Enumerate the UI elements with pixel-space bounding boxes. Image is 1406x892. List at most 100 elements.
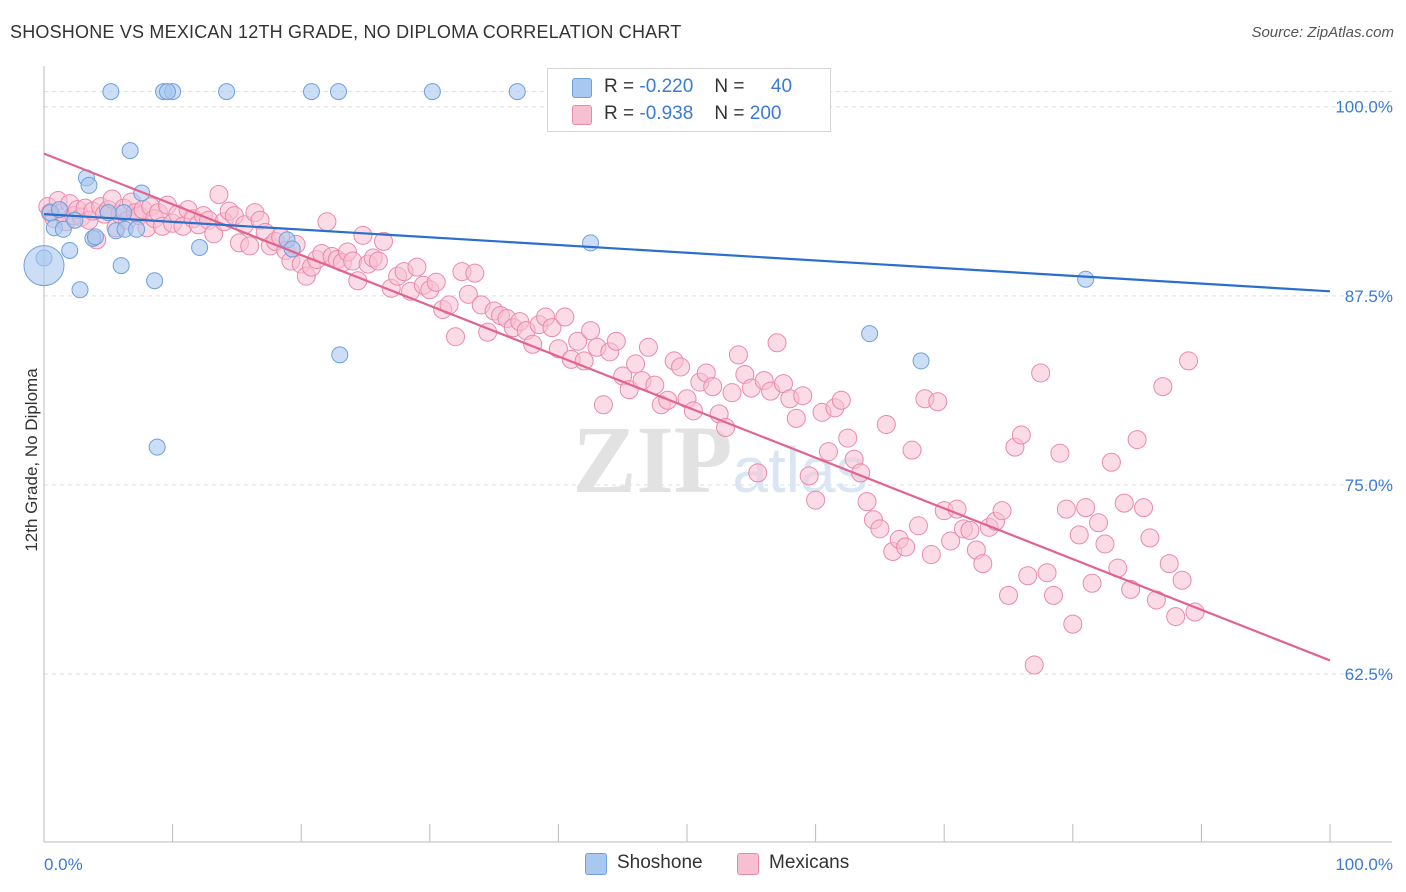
legend-row-text: R = -0.220 N = 40 <box>604 76 792 98</box>
x-tick-label: 100.0% <box>1335 855 1393 874</box>
mexicans-point <box>317 212 337 232</box>
shoshone-point <box>1077 270 1095 288</box>
shoshone-point <box>80 176 98 194</box>
shoshone-point <box>50 201 68 219</box>
mexicans-point <box>1140 528 1160 548</box>
shoshone-point <box>912 352 930 370</box>
mexicans-point <box>1056 499 1076 519</box>
mexicans-point <box>818 442 838 462</box>
mexicans-point <box>240 236 260 256</box>
mexicans-point <box>407 257 427 277</box>
mexicans-point <box>581 321 601 341</box>
shoshone-point <box>508 83 526 101</box>
mexicans-point <box>857 492 877 512</box>
y-axis-label: 12th Grade, No Diploma <box>22 368 41 552</box>
mexicans-point <box>626 354 646 374</box>
y-tick-label: 100.0% <box>1335 98 1393 117</box>
mexicans-point <box>638 337 658 357</box>
y-tick-label: 75.0% <box>1345 476 1393 495</box>
mexicans-point <box>1179 351 1199 371</box>
mexicans-point <box>838 428 858 448</box>
mexicans-point <box>928 392 948 412</box>
n-label: N = <box>714 103 745 124</box>
shoshone-swatch <box>572 78 592 98</box>
shoshone-point <box>146 272 164 290</box>
mexicans-point <box>1011 425 1031 445</box>
mexicans-point <box>683 401 703 421</box>
mexicans-point <box>1166 607 1186 627</box>
shoshone-point <box>86 228 104 246</box>
mexicans-point <box>1044 585 1064 605</box>
shoshone-points <box>23 83 1095 456</box>
mexicans-point <box>374 231 394 251</box>
mexicans-point <box>458 284 478 304</box>
mexicans-swatch <box>572 105 592 125</box>
mexicans-point <box>1159 554 1179 574</box>
mexicans-point <box>908 516 928 536</box>
mexicans-point <box>209 184 229 204</box>
mexicans-point <box>1082 573 1102 593</box>
mexicans-point <box>555 307 575 327</box>
shoshone-point <box>102 83 120 101</box>
mexicans-point <box>1024 655 1044 675</box>
mexicans-point <box>921 545 941 565</box>
r-label: R = <box>604 76 635 97</box>
mexicans-point <box>1063 614 1083 634</box>
shoshone-point <box>23 245 65 287</box>
shoshone-point <box>861 325 879 343</box>
y-tick-label: 62.5% <box>1345 665 1393 684</box>
shoshone-point <box>148 438 166 456</box>
trend-lines <box>43 152 1331 662</box>
mexicans-point <box>806 490 826 510</box>
r-value: -0.938 <box>639 103 694 124</box>
shoshone-point <box>61 241 79 259</box>
mexicans-point <box>548 339 568 359</box>
mexicans-point <box>1095 534 1115 554</box>
shoshone-point <box>331 346 349 364</box>
mexicans-point <box>896 537 916 557</box>
mexicans-point <box>542 318 562 338</box>
shoshone-point <box>71 281 89 299</box>
shoshone-swatch <box>585 853 607 875</box>
mexicans-point <box>902 440 922 460</box>
shoshone-point <box>329 83 347 101</box>
shoshone-point <box>158 83 176 101</box>
shoshone-point <box>115 204 133 222</box>
mexicans-point <box>353 225 373 245</box>
mexicans-point <box>799 466 819 486</box>
r-value: -0.220 <box>639 76 694 97</box>
mexicans-point <box>1185 602 1205 622</box>
mexicans-point <box>876 414 896 434</box>
watermark-zip: ZIP <box>572 406 732 513</box>
correlation-legend: R = -0.220 N = 40 R = -0.938 N = 200 <box>547 68 831 132</box>
chart-title: SHOSHONE VS MEXICAN 12TH GRADE, NO DIPLO… <box>10 22 682 42</box>
mexicans-point <box>1153 377 1173 397</box>
n-value: 200 <box>749 103 782 124</box>
mexicans-point <box>465 263 485 283</box>
mexicans-point <box>568 331 588 351</box>
mexicans-point <box>1076 498 1096 518</box>
mexicans-point <box>973 554 993 574</box>
n-label: N = <box>714 76 745 97</box>
source-label: Source: ZipAtlas.com <box>1251 24 1394 41</box>
mexicans-point <box>831 390 851 410</box>
shoshone-point <box>218 83 236 101</box>
mexicans-point <box>870 519 890 539</box>
mexicans-point <box>368 251 388 271</box>
legend-label: Shoshone <box>617 852 703 873</box>
mexicans-point <box>1037 563 1057 583</box>
mexicans-point <box>999 585 1018 605</box>
mexicans-point <box>1089 513 1109 533</box>
mexicans-point <box>426 272 446 292</box>
shoshone-point <box>128 220 146 238</box>
x-tick-label: 0.0% <box>44 855 83 874</box>
shoshone-trend-line <box>43 213 1331 293</box>
mexicans-point <box>960 520 980 540</box>
mexicans-point <box>793 386 813 406</box>
tick-labels: 62.5% 75.0% 87.5% 100.0% 0.0% 100.0% <box>44 98 1393 874</box>
mexicans-point <box>992 501 1012 521</box>
mexicans-point <box>1050 443 1070 463</box>
mexicans-point <box>671 357 691 377</box>
mexicans-point <box>748 463 768 483</box>
shoshone-point <box>112 257 130 275</box>
